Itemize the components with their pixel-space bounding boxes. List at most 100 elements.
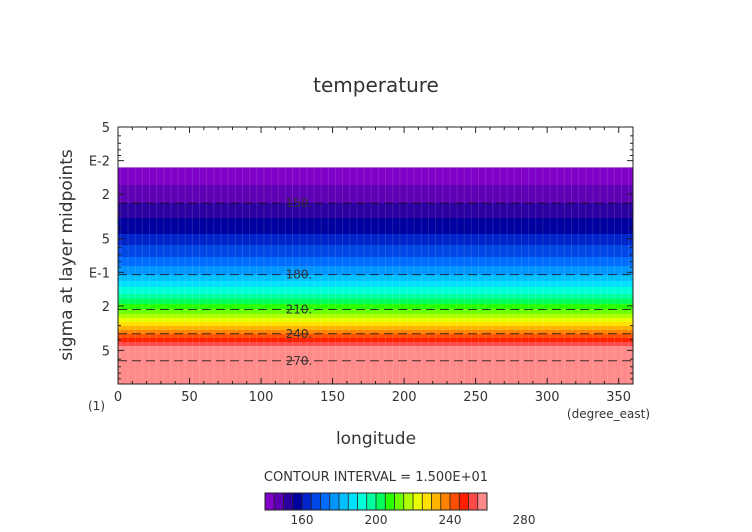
temperature-band [118, 313, 633, 315]
temperature-band [118, 197, 633, 199]
temperature-band [118, 375, 633, 377]
temperature-band [118, 376, 633, 378]
colorbar-swatch [394, 493, 405, 510]
temperature-band [118, 291, 633, 293]
temperature-band [118, 253, 633, 255]
x-axis-label: longitude [336, 429, 416, 449]
temperature-band [118, 348, 633, 350]
temperature-band [118, 213, 633, 215]
temperature-band [118, 335, 633, 337]
temperature-band [118, 167, 633, 169]
temperature-band [118, 178, 633, 180]
temperature-band [118, 261, 633, 263]
colorbar-tick-label: 280 [513, 513, 536, 527]
temperature-band [118, 210, 633, 212]
temperature-band [118, 347, 633, 349]
x-tick-label: 50 [181, 390, 198, 405]
temperature-band [118, 356, 633, 358]
temperature-band [118, 345, 633, 347]
temperature-band [118, 352, 633, 354]
temperature-band [118, 282, 633, 284]
temperature-band [118, 252, 633, 254]
temperature-band [118, 340, 633, 342]
y-tick-label: 5 [102, 344, 110, 359]
colorbar-swatch [385, 493, 395, 510]
temperature-band [118, 190, 633, 192]
temperature-band [118, 320, 633, 322]
temperature-band [118, 343, 633, 345]
temperature-band [118, 186, 633, 188]
temperature-band [118, 172, 633, 174]
temperature-band [118, 270, 633, 272]
temperature-band [118, 301, 633, 303]
temperature-band [118, 330, 633, 332]
colorbar: 160 200 240 280 [264, 492, 536, 527]
panel-index: (1) [88, 399, 105, 413]
temperature-band [118, 199, 633, 201]
colorbar-swatch [348, 493, 358, 510]
temperature-band [118, 243, 633, 245]
temperature-band [118, 193, 633, 195]
temperature-band [118, 284, 633, 286]
temperature-band [118, 215, 633, 217]
temperature-band [118, 276, 633, 278]
temperature-band [118, 306, 633, 308]
temperature-band [118, 225, 633, 227]
temperature-band [118, 283, 633, 285]
temperature-band [118, 295, 633, 297]
temperature-band [118, 174, 633, 176]
contour-labels: 150. 180. 210. 240. 270. [286, 196, 313, 368]
temperature-band [118, 281, 633, 283]
temperature-band [118, 326, 633, 328]
temperature-band [118, 353, 633, 355]
temperature-band [118, 263, 633, 265]
temperature-band [118, 180, 633, 182]
temperature-band [118, 351, 633, 353]
temperature-band [118, 177, 633, 179]
temperature-band [118, 290, 633, 292]
temperature-band [118, 308, 633, 310]
temperature-band [118, 181, 633, 183]
contour-label: 150. [286, 196, 313, 210]
temperature-band [118, 206, 633, 208]
temperature-band [118, 280, 633, 282]
temperature-band [118, 201, 633, 203]
temperature-band [118, 169, 633, 171]
colorbar-swatch [477, 493, 488, 510]
temperature-band [118, 227, 633, 229]
temperature-band [118, 370, 633, 372]
temperature-band [118, 317, 633, 319]
temperature-band [118, 221, 633, 223]
colorbar-swatch [422, 493, 432, 510]
temperature-band [118, 302, 633, 304]
temperature-band [118, 312, 633, 314]
temperature-band [118, 362, 633, 364]
temperature-band [118, 269, 633, 271]
temperature-band [118, 226, 633, 228]
colorbar-swatch [459, 493, 469, 510]
colorbar-swatch [450, 493, 460, 510]
temperature-band [118, 304, 633, 306]
temperature-band [118, 187, 633, 189]
temperature-band [118, 379, 633, 381]
temperature-band [118, 369, 633, 371]
temperature-band [118, 289, 633, 291]
temperature-band [118, 372, 633, 374]
temperature-band [118, 287, 633, 289]
temperature-band [118, 346, 633, 348]
temperature-band [118, 321, 633, 323]
y-axis-label: sigma at layer midpoints [57, 149, 77, 361]
colorbar-swatch [376, 493, 386, 510]
temperature-band [118, 293, 633, 295]
temperature-band [118, 240, 633, 242]
temperature-band [118, 311, 633, 313]
y-tick-label: 5 [102, 233, 110, 248]
temperature-band [118, 338, 633, 340]
temperature-band [118, 368, 633, 370]
colorbar-swatch [302, 493, 312, 510]
x-tick-label: 0 [114, 390, 122, 405]
colorbar-swatch [431, 493, 442, 510]
contour-label: 210. [286, 302, 313, 316]
colorbar-tick-label: 200 [365, 513, 388, 527]
temperature-band [118, 222, 633, 224]
